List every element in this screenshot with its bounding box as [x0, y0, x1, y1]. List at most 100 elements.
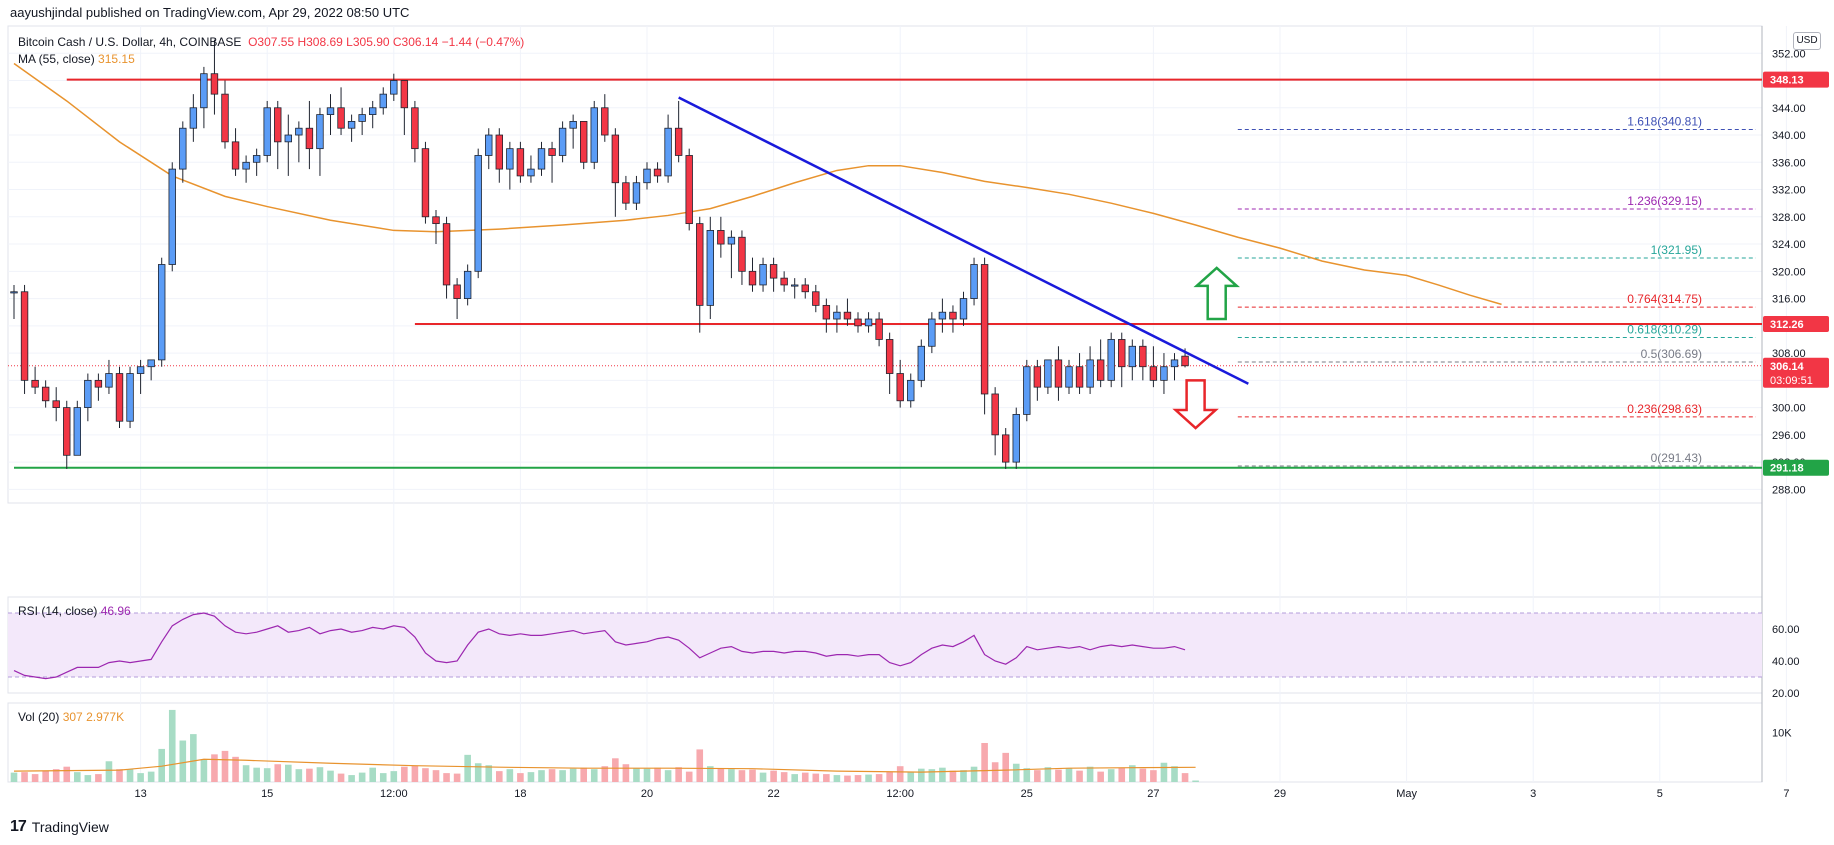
volume-bar: [580, 767, 587, 782]
candle: [231, 128, 240, 176]
rsi-legend[interactable]: RSI (14, close) 46.96: [18, 604, 131, 618]
time-tick: 27: [1147, 788, 1159, 800]
volume-ma-line: [13, 758, 1196, 773]
volume-bar: [126, 769, 134, 782]
volume-bar: [485, 765, 493, 782]
candle-body: [917, 345, 925, 381]
volume-bar: [633, 768, 640, 782]
volume-bar: [453, 773, 461, 782]
candle-body: [84, 379, 92, 409]
candle: [358, 107, 366, 136]
candle-body: [421, 148, 430, 218]
candle-body: [284, 134, 292, 143]
candle-body: [769, 264, 778, 279]
candle: [833, 305, 841, 333]
volume-bar: [63, 766, 71, 782]
rsi-pane: 20.00 40.00 60.00: [8, 612, 1800, 700]
candle-body: [970, 264, 978, 299]
price-tick: 340.00: [1772, 130, 1806, 142]
price-tick: 324.00: [1772, 239, 1806, 251]
price-tick: 296.00: [1772, 430, 1806, 442]
candle-body: [1065, 366, 1073, 388]
candle-body: [189, 107, 198, 129]
ma-legend[interactable]: MA (55, close) 315.15: [18, 52, 135, 66]
candle: [463, 264, 472, 306]
candle: [696, 216, 704, 333]
volume-pane: 10K: [10, 709, 1792, 782]
arrows: [1172, 266, 1240, 430]
candle: [157, 257, 166, 367]
down-arrow: [1172, 379, 1219, 430]
candle-body: [1054, 359, 1063, 388]
volume-bar: [253, 767, 260, 782]
candle: [622, 175, 630, 210]
candle-body: [685, 155, 693, 225]
currency-badge[interactable]: USD: [1793, 32, 1821, 50]
candle-body: [305, 127, 314, 150]
price-pane-frame: [7, 25, 1763, 504]
candle-body: [10, 291, 18, 294]
candle: [179, 121, 187, 183]
candle-body: [263, 107, 271, 156]
volume-bar: [780, 772, 788, 782]
volume-bar: [474, 763, 482, 782]
volume-bar: [928, 769, 936, 782]
candle: [527, 155, 535, 183]
price-badge-label: 291.18: [1770, 463, 1804, 475]
time-tick: 7: [1783, 788, 1789, 800]
candle: [548, 141, 556, 183]
volume-bar: [643, 768, 651, 782]
candle: [685, 148, 693, 231]
candle-body: [696, 223, 704, 306]
price-badge-bg: [1763, 459, 1829, 476]
candle-body: [105, 373, 113, 388]
candle: [31, 366, 39, 394]
price-badge-label: 348.13: [1770, 75, 1804, 87]
symbol-legend[interactable]: Bitcoin Cash / U.S. Dollar, 4h, COINBASE…: [18, 35, 524, 49]
candle-body: [200, 73, 208, 109]
candle: [537, 141, 546, 176]
candle: [1065, 359, 1073, 394]
candle-body: [316, 114, 324, 150]
volume-bar: [306, 768, 313, 782]
time-tick: 12:00: [380, 788, 408, 800]
candle-body: [231, 141, 240, 170]
volume-bar: [358, 772, 366, 782]
footer-brand[interactable]: 17 TradingView: [10, 818, 109, 836]
volume-bar: [717, 768, 725, 782]
ma-label: MA (55, close): [18, 52, 95, 66]
candle: [326, 94, 335, 136]
vol-legend[interactable]: Vol (20) 307 2.977K: [18, 710, 124, 724]
volume-bar: [1076, 770, 1083, 782]
volume-bar: [168, 709, 176, 782]
candle-body: [1160, 366, 1168, 381]
candles: [10, 39, 1189, 469]
candle-body: [115, 373, 124, 422]
volume-bar: [918, 768, 925, 782]
candle-body: [326, 107, 335, 115]
time-tick: 5: [1657, 788, 1663, 800]
candle: [284, 114, 292, 176]
candle: [368, 100, 377, 129]
volume-bar: [1097, 771, 1104, 782]
volume-bar: [1192, 780, 1199, 782]
candle-body: [1002, 434, 1010, 463]
volume-bar: [949, 770, 957, 782]
volume-bar: [274, 764, 282, 782]
volume-bar: [875, 774, 883, 782]
volume-bar: [886, 772, 893, 782]
candle: [569, 114, 577, 149]
candle-body: [147, 359, 155, 368]
volume-bar: [1012, 763, 1020, 782]
vol-label: Vol (20): [18, 710, 60, 724]
candle: [748, 257, 757, 292]
horizontal-levels: [8, 78, 1762, 469]
volume-bar: [1044, 767, 1052, 782]
candle: [875, 312, 883, 347]
volume-bar: [443, 773, 450, 782]
fib-label-0.5: 0.5(306.69): [1641, 347, 1702, 361]
candle-body: [1096, 359, 1105, 381]
candle-body: [548, 148, 556, 156]
volume-bar: [116, 769, 123, 782]
